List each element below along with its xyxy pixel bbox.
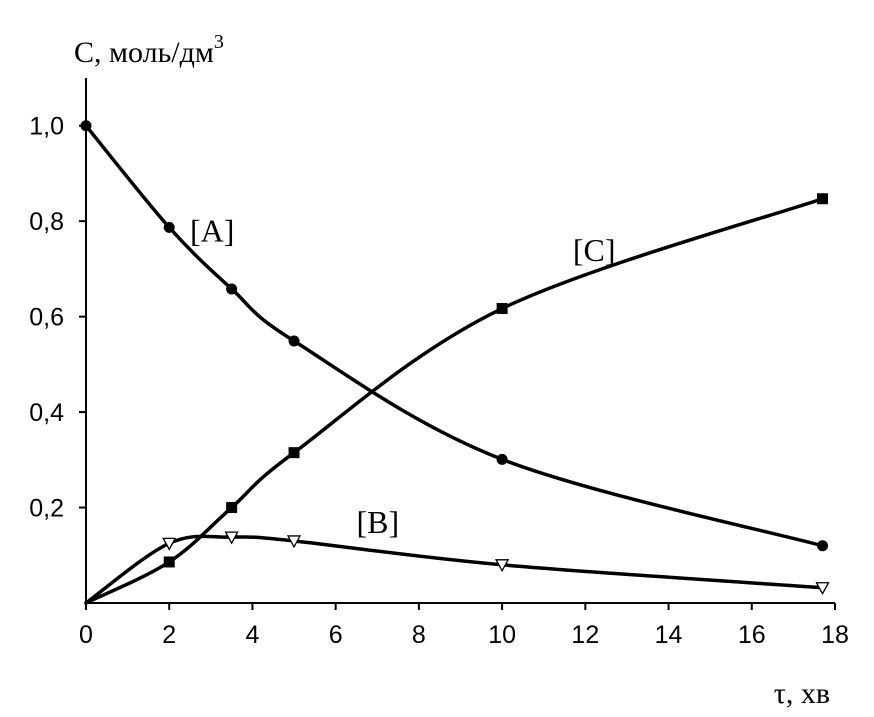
data-point-c (163, 556, 175, 568)
marker-group (80, 120, 830, 596)
y-tick-label: 0,4 (29, 399, 64, 427)
y-axis-title: С, моль/дм3 (74, 31, 224, 69)
data-point-a (226, 283, 238, 295)
y-tick-label: 1,0 (29, 113, 64, 141)
x-axis-title: τ, хв (774, 677, 830, 710)
curve-label-group: [A] [C] [B] (190, 213, 615, 540)
y-axis-title-text: С, моль/дм (74, 36, 214, 69)
series-line-c (84, 197, 825, 605)
data-point-b (815, 582, 830, 596)
x-tick-label: 18 (821, 621, 849, 649)
x-tick-label: 2 (162, 621, 176, 649)
x-tick-label: 8 (412, 621, 426, 649)
curve-label-b: [B] (356, 504, 399, 540)
x-tick-label: 0 (79, 621, 93, 649)
y-axis-title-superscript: 3 (214, 31, 224, 53)
data-point-a (288, 335, 300, 347)
curve-label-c: [C] (573, 232, 616, 268)
curve-group (84, 123, 825, 605)
data-point-a (163, 221, 175, 233)
data-point-c (496, 303, 508, 315)
data-point-a (496, 453, 508, 465)
curve-label-a: [A] (190, 213, 234, 249)
data-point-b (286, 535, 302, 549)
y-tick-label: 0,2 (29, 495, 64, 523)
x-tick-label: 10 (488, 621, 516, 649)
y-tick-label: 0,6 (29, 304, 64, 332)
x-tick-label: 14 (655, 621, 683, 649)
x-tick-label: 12 (571, 621, 599, 649)
y-tick-label: 0,8 (29, 208, 64, 236)
data-point-c (288, 447, 300, 459)
data-point-c (226, 502, 238, 514)
x-tick-label: 4 (245, 621, 259, 649)
y-tick-group: 0,2 0,4 0,6 0,8 1,0 (29, 113, 86, 523)
axes (85, 78, 835, 604)
data-point-a (817, 540, 829, 552)
data-point-a (80, 120, 92, 132)
data-point-b (162, 537, 177, 551)
data-point-b (495, 559, 510, 573)
data-point-c (817, 193, 829, 205)
series-line-b (84, 534, 825, 605)
data-point-b (224, 531, 239, 545)
x-tick-group: 0 2 4 6 8 10 12 14 16 18 (79, 603, 849, 649)
x-tick-label: 6 (329, 621, 343, 649)
x-tick-label: 16 (738, 621, 766, 649)
